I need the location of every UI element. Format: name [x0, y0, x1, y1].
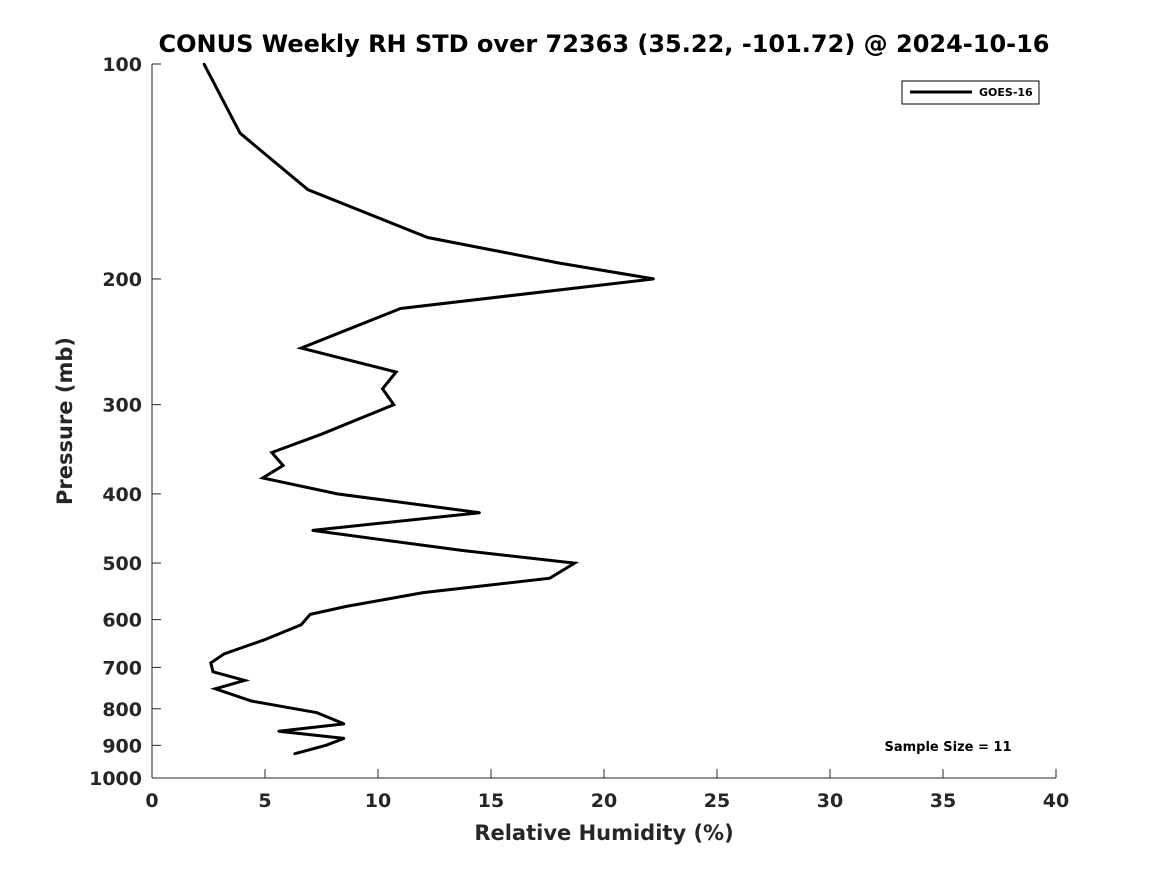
x-tick-label: 15	[478, 790, 504, 812]
sample-size-annotation: Sample Size = 11	[884, 740, 1011, 755]
data-point	[202, 62, 206, 66]
data-point	[263, 638, 267, 641]
x-tick-label: 10	[365, 790, 391, 812]
data-point	[243, 679, 246, 682]
data-point	[293, 752, 296, 755]
y-axis-label: Pressure (mb)	[53, 337, 77, 505]
data-point	[238, 132, 242, 135]
y-tick-label: 100	[102, 54, 142, 76]
data-point	[223, 652, 226, 655]
data-point	[478, 511, 481, 514]
data-point	[315, 711, 319, 714]
data-point	[277, 730, 280, 733]
data-point	[652, 277, 655, 281]
data-point	[306, 188, 310, 191]
data-point	[557, 261, 560, 265]
data-point	[311, 529, 314, 532]
x-tick-label: 40	[1043, 790, 1069, 812]
data-point	[281, 464, 285, 467]
series-layer	[202, 62, 655, 756]
x-tick-label: 35	[930, 790, 956, 812]
legend-label: GOES-16	[979, 86, 1033, 99]
chart-title: CONUS Weekly RH STD over 72363 (35.22, -…	[158, 30, 1049, 58]
x-axis-label: Relative Humidity (%)	[474, 821, 733, 845]
data-point	[336, 492, 339, 496]
x-axis-ticks: 0 5 10 15 20 25 30 35 40	[145, 769, 1069, 812]
y-tick-label: 800	[102, 699, 142, 721]
y-tick-label: 700	[102, 657, 142, 679]
data-point	[460, 549, 463, 552]
x-tick-label: 25	[704, 790, 730, 812]
data-point	[209, 661, 212, 665]
data-point	[548, 577, 551, 580]
x-tick-label: 20	[591, 790, 617, 812]
y-tick-label: 500	[102, 553, 142, 575]
data-point	[300, 346, 303, 350]
data-point	[300, 623, 303, 626]
data-point	[320, 433, 323, 436]
data-point	[250, 699, 253, 703]
data-point	[342, 737, 346, 740]
data-point	[270, 451, 273, 454]
x-tick-label: 5	[258, 790, 271, 812]
data-point	[345, 605, 348, 608]
data-point	[381, 387, 384, 390]
y-tick-label: 600	[102, 610, 142, 632]
data-point	[392, 403, 395, 406]
data-point	[394, 370, 398, 374]
x-tick-label: 0	[145, 790, 158, 812]
data-point	[422, 591, 425, 594]
data-point	[342, 722, 346, 726]
y-tick-label: 300	[102, 395, 142, 417]
y-tick-label: 1000	[89, 768, 142, 790]
y-tick-label: 900	[102, 735, 142, 757]
y-tick-label: 200	[102, 269, 142, 291]
data-point	[573, 561, 576, 565]
data-point	[399, 307, 402, 310]
data-point	[214, 687, 217, 690]
series-line-goes-16	[202, 63, 654, 756]
legend: GOES-16	[901, 80, 1040, 105]
data-point	[426, 236, 429, 239]
x-tick-label: 30	[817, 790, 843, 812]
data-point	[261, 476, 264, 480]
data-point	[309, 613, 312, 616]
data-point	[211, 670, 215, 673]
y-tick-label: 400	[102, 484, 142, 506]
data-point	[324, 744, 328, 747]
y-axis-ticks: 100 200 300 400 500 600 700 800 900 1000	[89, 54, 161, 790]
